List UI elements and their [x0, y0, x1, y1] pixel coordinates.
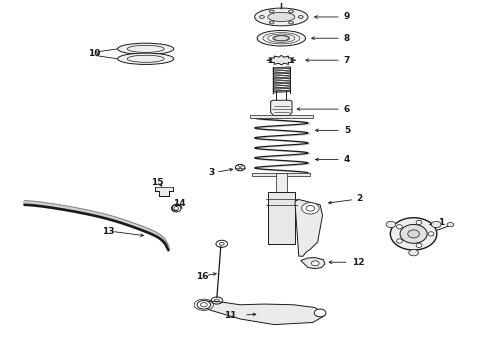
Ellipse shape: [268, 12, 295, 22]
Polygon shape: [250, 115, 313, 118]
Text: 9: 9: [344, 13, 350, 22]
Polygon shape: [275, 173, 287, 194]
Ellipse shape: [298, 15, 303, 18]
Text: 13: 13: [102, 227, 114, 236]
Ellipse shape: [396, 225, 402, 229]
Polygon shape: [252, 173, 310, 176]
Ellipse shape: [386, 221, 396, 228]
Text: 2: 2: [356, 194, 363, 203]
Text: 16: 16: [196, 272, 208, 281]
Ellipse shape: [269, 10, 274, 13]
Polygon shape: [267, 55, 296, 65]
Polygon shape: [295, 199, 322, 256]
Ellipse shape: [416, 220, 422, 225]
Ellipse shape: [416, 243, 422, 247]
Ellipse shape: [409, 249, 418, 256]
Text: 4: 4: [344, 155, 350, 164]
Ellipse shape: [311, 261, 319, 266]
Text: 10: 10: [88, 49, 100, 58]
Text: 6: 6: [344, 105, 350, 114]
Ellipse shape: [431, 221, 441, 228]
Ellipse shape: [118, 53, 174, 64]
Ellipse shape: [274, 36, 289, 41]
Polygon shape: [199, 301, 325, 325]
Ellipse shape: [447, 222, 454, 227]
Polygon shape: [301, 258, 325, 269]
Ellipse shape: [235, 165, 245, 171]
Text: 8: 8: [344, 34, 350, 43]
Ellipse shape: [396, 239, 402, 243]
Ellipse shape: [289, 21, 294, 24]
Ellipse shape: [408, 230, 419, 238]
Ellipse shape: [257, 31, 306, 46]
Ellipse shape: [269, 21, 274, 24]
Text: 3: 3: [208, 168, 215, 177]
Ellipse shape: [118, 43, 174, 54]
Text: 7: 7: [344, 56, 350, 65]
Ellipse shape: [428, 232, 434, 236]
Polygon shape: [270, 100, 292, 116]
Ellipse shape: [255, 8, 308, 26]
Polygon shape: [155, 187, 173, 195]
Text: 11: 11: [224, 311, 237, 320]
Ellipse shape: [197, 301, 211, 309]
Text: 5: 5: [344, 126, 350, 135]
Ellipse shape: [260, 15, 265, 18]
Text: 1: 1: [438, 218, 444, 227]
Ellipse shape: [391, 218, 437, 250]
Ellipse shape: [289, 10, 294, 13]
Ellipse shape: [400, 224, 427, 243]
Polygon shape: [268, 192, 295, 244]
Ellipse shape: [302, 203, 319, 214]
Text: 14: 14: [173, 198, 186, 207]
Text: 15: 15: [150, 178, 163, 187]
Ellipse shape: [314, 309, 326, 317]
Text: 12: 12: [352, 258, 364, 267]
